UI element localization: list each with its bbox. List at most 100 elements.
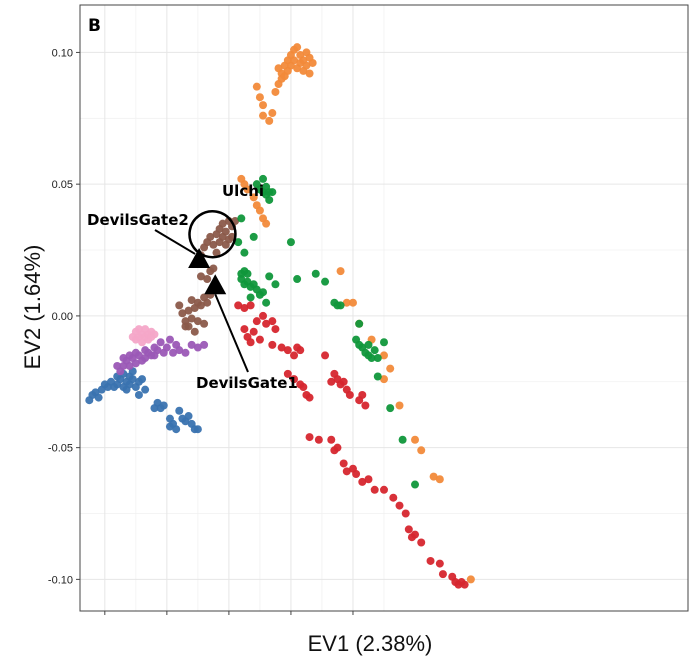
point-orange — [411, 435, 420, 444]
point-red — [380, 485, 388, 494]
point-green — [243, 269, 252, 278]
point-red — [321, 351, 330, 360]
point-orange — [243, 185, 252, 194]
point-brown — [209, 240, 218, 249]
y-axis-ticks: -0.10 -0.05 0.00 0.05 0.10 — [48, 47, 80, 586]
point-orange — [380, 375, 388, 384]
point-red — [268, 317, 277, 326]
point-blue — [134, 390, 143, 399]
point-red — [358, 390, 367, 399]
point-blue — [193, 425, 202, 434]
point-purple — [162, 343, 171, 352]
point-red — [299, 383, 308, 392]
marker-devilsgate1 — [204, 274, 227, 295]
point-red — [389, 493, 398, 502]
point-purple — [153, 346, 162, 355]
point-brown — [196, 272, 205, 281]
point-red — [342, 467, 351, 476]
point-orange — [348, 298, 357, 307]
point-green — [234, 238, 243, 247]
point-red — [358, 477, 367, 486]
point-green — [265, 195, 274, 204]
point-green — [271, 280, 280, 289]
point-brown — [184, 306, 193, 315]
point-red — [246, 338, 255, 347]
point-pink — [150, 330, 159, 339]
point-red — [314, 435, 323, 444]
point-blue — [184, 412, 193, 421]
point-red — [327, 435, 336, 444]
point-red — [435, 559, 444, 568]
point-orange — [268, 109, 277, 118]
point-brown — [212, 248, 221, 257]
point-green — [398, 435, 407, 444]
point-brown — [178, 309, 187, 318]
point-green — [386, 404, 395, 413]
point-green — [259, 288, 268, 297]
point-green — [246, 293, 255, 302]
point-orange — [466, 575, 475, 584]
y-tick-label: -0.10 — [48, 574, 73, 586]
y-tick-label: 0.05 — [52, 179, 73, 191]
point-green — [286, 238, 295, 247]
point-orange — [417, 446, 426, 455]
point-red — [364, 475, 373, 484]
point-red — [271, 325, 280, 334]
point-red — [283, 346, 292, 355]
point-red — [290, 351, 299, 360]
point-orange — [302, 61, 311, 70]
point-orange — [342, 298, 351, 307]
point-red — [234, 301, 243, 310]
ulchi-cluster-ellipse — [188, 210, 237, 259]
triangle-markers — [188, 247, 227, 295]
point-red — [240, 304, 249, 312]
point-red — [401, 509, 410, 518]
point-orange — [336, 267, 345, 276]
x-axis-title: EV1 (2.38%) — [308, 631, 433, 656]
grid-lines — [80, 5, 688, 611]
point-green — [373, 372, 382, 381]
point-orange — [259, 101, 268, 110]
point-green — [321, 277, 330, 286]
point-brown — [190, 327, 199, 336]
devilsgate2-label: DevilsGate2 — [87, 211, 189, 229]
point-brown — [206, 232, 215, 241]
point-blue — [159, 401, 168, 410]
point-orange — [395, 401, 404, 410]
point-red — [361, 401, 370, 410]
point-orange — [271, 87, 280, 96]
point-red — [370, 485, 379, 494]
point-green — [411, 480, 420, 489]
point-brown — [209, 264, 218, 273]
y-tick-label: 0.10 — [52, 47, 73, 59]
point-brown — [196, 301, 205, 310]
point-brown — [218, 219, 227, 228]
ulchi-label: Ulchi — [222, 182, 264, 200]
point-red — [417, 538, 426, 547]
point-brown — [221, 227, 230, 236]
point-red — [305, 433, 314, 442]
data-points — [85, 43, 475, 589]
point-brown — [200, 319, 209, 328]
point-green — [373, 354, 382, 363]
point-blue — [138, 375, 147, 384]
point-green — [262, 298, 271, 307]
point-red — [252, 317, 261, 326]
panel-letter: B — [88, 16, 101, 36]
point-blue — [172, 425, 181, 434]
point-red — [395, 501, 404, 510]
point-orange — [265, 116, 274, 125]
point-red — [290, 375, 299, 384]
devilsgate2-pointer-line — [154, 229, 196, 255]
point-orange — [380, 351, 388, 360]
point-brown — [203, 275, 212, 284]
point-orange — [262, 219, 271, 228]
point-purple — [156, 338, 165, 347]
point-green — [355, 319, 364, 328]
point-purple — [193, 343, 202, 352]
point-orange — [249, 193, 258, 202]
point-red — [352, 469, 361, 478]
point-green — [259, 174, 268, 183]
point-purple — [187, 340, 196, 349]
point-orange — [386, 364, 395, 373]
